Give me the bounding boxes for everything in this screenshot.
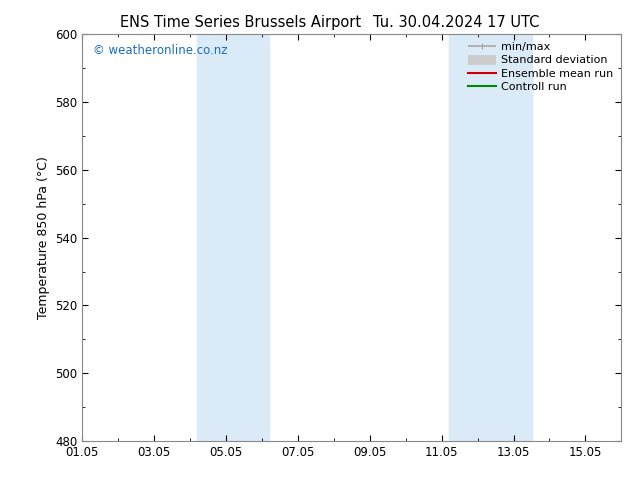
Text: ENS Time Series Brussels Airport: ENS Time Series Brussels Airport bbox=[120, 15, 361, 30]
Legend: min/max, Standard deviation, Ensemble mean run, Controll run: min/max, Standard deviation, Ensemble me… bbox=[463, 38, 618, 97]
Y-axis label: Temperature 850 hPa (°C): Temperature 850 hPa (°C) bbox=[37, 156, 49, 319]
Text: © weatheronline.co.nz: © weatheronline.co.nz bbox=[93, 45, 228, 57]
Text: Tu. 30.04.2024 17 UTC: Tu. 30.04.2024 17 UTC bbox=[373, 15, 540, 30]
Bar bbox=[197, 34, 269, 441]
Bar bbox=[449, 34, 531, 441]
